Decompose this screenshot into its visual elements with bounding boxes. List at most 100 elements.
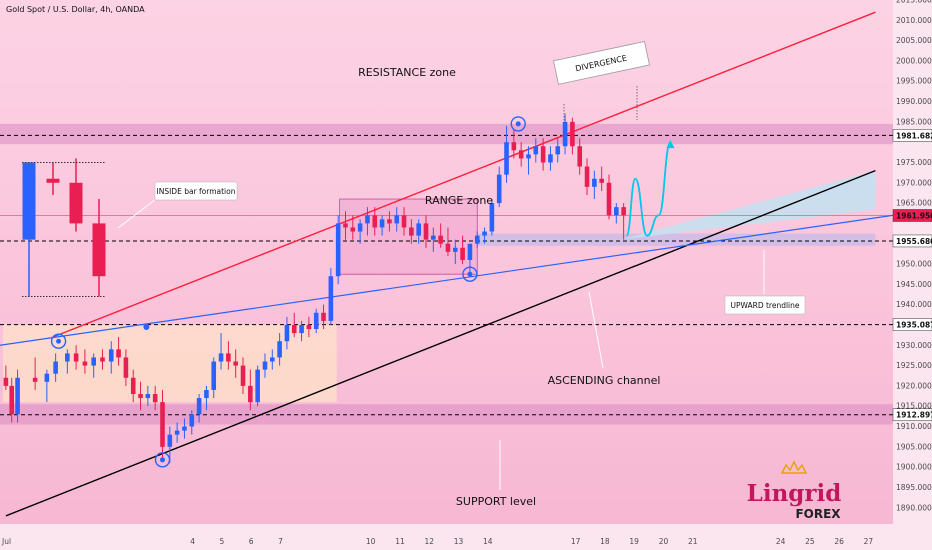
price-tick-label: 1965.000: [896, 199, 932, 208]
candle-body: [299, 324, 304, 334]
time-tick-label: 26: [834, 537, 844, 546]
candle-body: [3, 377, 9, 386]
price-tick-label: 1945.000: [896, 280, 932, 289]
candle-body: [445, 243, 451, 252]
time-tick-label: 6: [249, 537, 254, 546]
candle-body: [335, 223, 341, 277]
candle-body: [91, 357, 96, 366]
price-tag: [892, 209, 932, 222]
candle-body: [562, 121, 568, 147]
time-tick-label: 21: [688, 537, 698, 546]
candle-body: [533, 146, 539, 155]
candle-body: [255, 369, 260, 403]
price-tag: [892, 129, 932, 142]
candle-body: [82, 361, 88, 366]
candle-body: [189, 414, 195, 427]
resistance-zone: [0, 123, 893, 145]
pivot-circle: [462, 266, 478, 282]
candle-body: [108, 349, 114, 362]
candle-body: [518, 150, 524, 159]
pivot-circle: [154, 452, 171, 468]
candle-body: [592, 178, 597, 187]
candle-body: [504, 142, 509, 175]
candle-body: [44, 373, 50, 382]
price-tick-label: 1940.000: [896, 300, 932, 309]
candle-body: [73, 353, 79, 362]
time-tick-label: Jul: [1, 537, 11, 546]
inside-bar-label: INSIDE bar formation: [157, 187, 236, 196]
inset-candle-body: [46, 178, 60, 183]
logo-sub: FOREX: [795, 507, 841, 521]
time-tick-label: 13: [454, 537, 464, 546]
price-tag-label: 1912.897: [896, 411, 932, 420]
time-axis: [0, 524, 893, 550]
divergence-box: [553, 41, 650, 85]
accumulation-zone: [2, 324, 337, 403]
time-tick-label: 4: [190, 537, 195, 546]
support-band: [477, 233, 876, 246]
candle-body: [9, 385, 15, 415]
price-tick-label: 1905.000: [896, 442, 932, 451]
trendline-label: UPWARD trendline: [730, 301, 799, 310]
candle-body: [614, 207, 619, 216]
price-tag: [892, 318, 932, 331]
time-tick-label: 10: [366, 537, 376, 546]
pivot-dot: [56, 338, 62, 344]
candle-body: [467, 243, 473, 260]
symbol-title: Gold Spot / U.S. Dollar, 4h, OANDA: [6, 5, 145, 14]
resistance-label: RESISTANCE zone: [358, 66, 456, 79]
time-tick-label: 18: [600, 537, 610, 546]
upward-trendline: [0, 214, 894, 346]
candle-body: [365, 215, 370, 224]
candle-body: [65, 353, 70, 362]
candle-body: [138, 394, 143, 399]
candle-body: [496, 174, 502, 204]
candle-body: [511, 142, 517, 151]
candle-body: [160, 402, 165, 447]
price-tag-label: 1961.950: [896, 211, 932, 220]
candle-body: [211, 361, 217, 390]
logo-brand: Lingrid: [747, 480, 842, 507]
price-tick-label: 1985.000: [896, 117, 932, 126]
candle-body: [489, 203, 495, 232]
candle-body: [343, 223, 348, 228]
candle-body: [116, 349, 121, 358]
candle-body: [321, 312, 326, 321]
resistance-line: [52, 11, 876, 338]
candle-body: [350, 227, 356, 232]
candle-body: [409, 227, 414, 236]
price-tick-label: 1975.000: [896, 158, 932, 167]
time-tick-label: 19: [629, 537, 639, 546]
candle-body: [262, 361, 268, 370]
channel-line: [5, 169, 876, 517]
pivot-dot: [467, 271, 473, 277]
candle-body: [233, 361, 238, 366]
candle-body: [32, 377, 38, 382]
candle-body: [145, 394, 151, 399]
candle-body: [15, 377, 20, 415]
pivot-circle: [510, 116, 526, 132]
time-tick-label: 12: [424, 537, 434, 546]
price-tick-label: 1895.000: [896, 483, 932, 492]
plot-area: [0, 0, 893, 550]
candle-body: [123, 357, 129, 378]
price-tick-label: 1890.000: [896, 503, 932, 512]
price-tick-label: 1950.000: [896, 260, 932, 269]
candle-body: [438, 235, 443, 244]
candle-body: [167, 434, 173, 447]
time-tick-label: 5: [220, 537, 225, 546]
price-tag: [892, 408, 932, 421]
projection-arrow-head: [666, 140, 675, 149]
time-tick-label: 17: [571, 537, 581, 546]
candle-body: [394, 215, 400, 224]
candle-body: [606, 182, 612, 216]
candle-body: [526, 154, 531, 159]
candle-body: [240, 365, 246, 386]
candle-body: [182, 426, 187, 431]
crown-icon: [780, 460, 808, 474]
candle-body: [387, 219, 392, 224]
ascending-channel-label: ASCENDING channel: [548, 374, 661, 387]
projection-wedge: [620, 170, 876, 240]
candle-body: [577, 146, 583, 167]
price-tag-label: 1955.680: [896, 237, 932, 246]
